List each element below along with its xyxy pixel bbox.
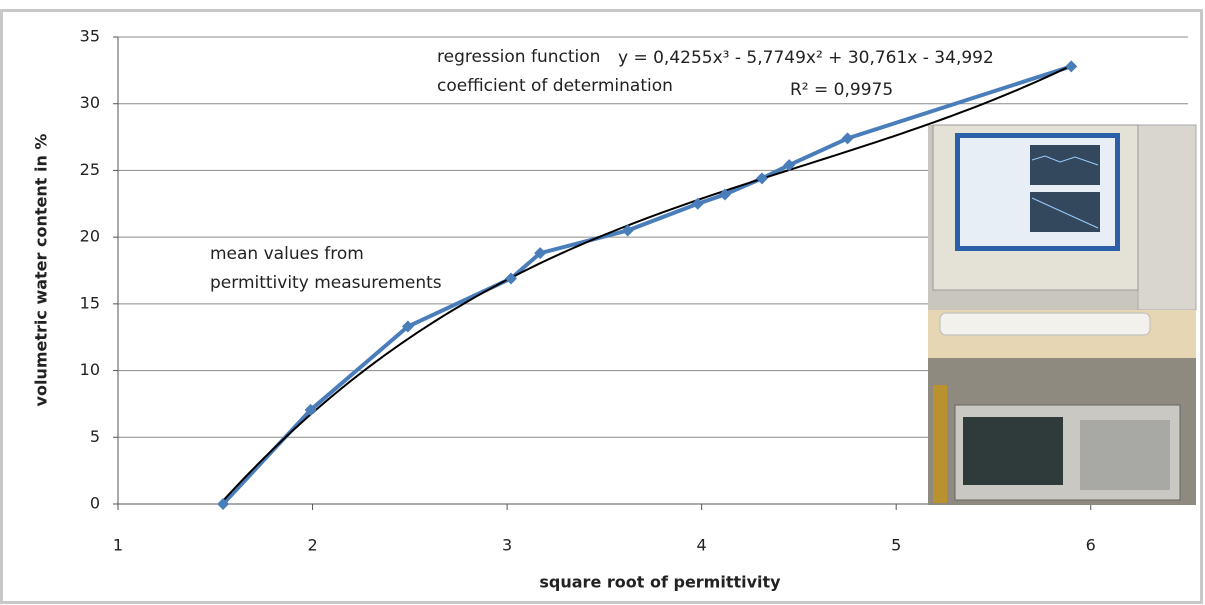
y-axis-title: volumetric water content in %: [32, 134, 51, 407]
y-tick-label: 20: [80, 227, 100, 246]
x-tick-label: 1: [113, 536, 123, 555]
y-tick-label: 30: [80, 93, 100, 112]
data-point: [783, 159, 796, 172]
data-point: [691, 197, 704, 210]
x-tick-label: 2: [307, 536, 317, 555]
annotation: coefficient of determination: [437, 76, 673, 96]
photo-inset: [928, 124, 1197, 505]
data-layer: [217, 60, 1078, 510]
r-squared: R² = 0,9975: [790, 80, 893, 100]
annotation: regression function: [437, 47, 600, 67]
x-tick-label: 6: [1086, 536, 1096, 555]
y-tick-label: 35: [80, 27, 100, 46]
photo-analyzer-screen: [963, 417, 1063, 485]
equation: y = 0,4255x³ - 5,7749x² + 30,761x - 34,9…: [618, 48, 994, 68]
y-tick-label: 0: [90, 494, 100, 513]
photo-keypad: [1080, 420, 1170, 490]
photo-plot: [1030, 192, 1100, 232]
x-tick-label: 4: [697, 536, 707, 555]
photo-plot: [1030, 145, 1100, 185]
y-tick-label: 10: [80, 360, 100, 379]
annotation: mean values from: [210, 244, 364, 264]
data-point: [1065, 60, 1078, 73]
data-point: [217, 498, 230, 510]
data-point: [718, 188, 731, 201]
data-point: [401, 320, 414, 333]
x-axis-title: square root of permittivity: [539, 573, 781, 592]
regression-curve: [222, 64, 1072, 502]
x-tick-label: 3: [502, 536, 512, 555]
y-tick-label: 15: [80, 293, 100, 312]
photo-trace: [1031, 155, 1099, 166]
photo-tower: [1137, 124, 1197, 311]
data-point: [504, 272, 517, 285]
photo-keyboard: [939, 312, 1151, 336]
data-point: [755, 172, 768, 185]
annotation: permittivity measurements: [210, 273, 442, 293]
series-line: [221, 64, 1072, 506]
x-tick-label: 5: [891, 536, 901, 555]
data-point: [621, 224, 634, 237]
data-point: [304, 403, 317, 416]
photo-trace: [1031, 197, 1099, 229]
photo-cylinder: [933, 385, 947, 503]
y-tick-label: 5: [90, 427, 100, 446]
data-point: [534, 247, 547, 260]
data-point: [841, 132, 854, 145]
y-tick-label: 25: [80, 160, 100, 179]
